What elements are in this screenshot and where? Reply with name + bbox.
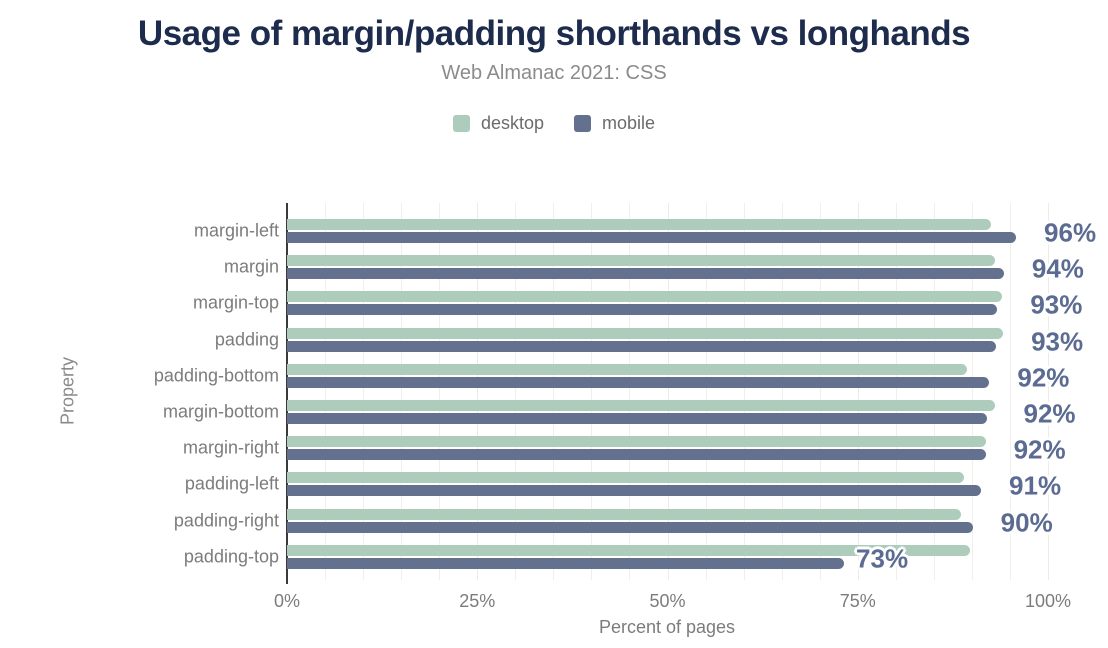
gridline xyxy=(895,203,897,580)
gridline xyxy=(781,203,783,580)
bar-desktop-margin-left xyxy=(287,219,991,230)
bar-desktop-margin-top xyxy=(287,291,1003,303)
bar-desktop-padding xyxy=(287,327,1004,339)
chart-legend: desktop mobile xyxy=(0,113,1108,134)
gridline xyxy=(401,203,403,580)
value-label-margin-left: 96% xyxy=(1044,217,1097,248)
bar-mobile-padding-bottom xyxy=(287,376,990,388)
value-label-margin-bottom: 92% xyxy=(1023,398,1076,429)
bar-desktop-padding-top xyxy=(287,544,971,556)
category-label-margin-bottom: margin-bottom xyxy=(162,401,279,422)
gridline xyxy=(743,203,745,580)
value-label-padding-bottom: 92% xyxy=(1017,362,1070,393)
desktop-legend-label: desktop xyxy=(480,113,544,133)
bar-mobile-margin-left xyxy=(287,232,1017,243)
bar-mobile-margin-top xyxy=(287,304,997,316)
category-label-margin-top: margin-top xyxy=(192,292,279,313)
category-label-padding-left: padding-left xyxy=(184,473,279,494)
chart-subtitle: Web Almanac 2021: CSS xyxy=(441,62,667,84)
gridline xyxy=(705,203,707,580)
mobile-legend-swatch-icon xyxy=(574,115,591,132)
mobile-legend-label: mobile xyxy=(602,113,656,133)
value-label-margin-right: 92% xyxy=(1013,434,1066,465)
bar-desktop-margin-bottom xyxy=(287,400,996,411)
category-label-padding-top: padding-top xyxy=(183,546,279,567)
x-axis-title: Percent of pages xyxy=(598,617,736,637)
bar-mobile-margin-bottom xyxy=(287,413,988,424)
chart-title: Usage of margin/padding shorthands vs lo… xyxy=(137,14,971,53)
legend-item-desktop: desktop xyxy=(452,113,544,134)
bar-desktop-padding-right xyxy=(287,508,962,520)
value-label-padding-right: 90% xyxy=(1000,507,1053,538)
x-tick-label-0%: 0% xyxy=(273,591,301,611)
x-tick-label-100%: 100% xyxy=(1024,591,1072,611)
bar-desktop-margin-right xyxy=(287,436,986,448)
gridline xyxy=(933,203,935,580)
gridline xyxy=(363,203,365,580)
legend-item-mobile: mobile xyxy=(574,113,655,134)
value-label-margin-top: 93% xyxy=(1030,289,1083,320)
gridline xyxy=(629,203,631,580)
category-label-padding-right: padding-right xyxy=(173,510,279,531)
gridline xyxy=(439,203,441,580)
bar-mobile-margin xyxy=(287,268,1004,280)
bar-desktop-padding-left xyxy=(287,472,964,484)
gridline xyxy=(515,203,517,580)
gridline xyxy=(667,203,669,580)
gridline xyxy=(1009,203,1011,580)
gridline xyxy=(857,203,859,580)
gridline xyxy=(819,203,821,580)
category-label-padding-bottom: padding-bottom xyxy=(153,365,279,386)
bar-desktop-margin xyxy=(287,255,995,267)
value-label-padding: 93% xyxy=(1031,326,1084,357)
bar-desktop-padding-bottom xyxy=(287,363,967,375)
desktop-legend-swatch-icon xyxy=(452,115,470,132)
category-label-margin-left: margin-left xyxy=(193,220,279,241)
value-label-padding-left: 91% xyxy=(1009,470,1062,501)
value-label-margin: 94% xyxy=(1031,253,1084,284)
x-tick-label-75%: 75% xyxy=(839,591,876,611)
category-label-margin-right: margin-right xyxy=(182,437,279,458)
bar-mobile-padding-left xyxy=(287,485,982,497)
gridline xyxy=(1048,203,1049,580)
gridline xyxy=(971,203,973,580)
bar-mobile-padding-right xyxy=(287,521,973,533)
y-axis-line xyxy=(286,203,288,584)
x-tick-label-50%: 50% xyxy=(649,591,686,611)
bar-mobile-margin-right xyxy=(287,449,986,461)
gridline xyxy=(591,203,593,580)
gridline xyxy=(325,203,327,580)
gridline xyxy=(553,203,555,580)
category-label-margin: margin xyxy=(223,256,279,277)
value-label-padding-top: 73% xyxy=(856,543,909,574)
bar-mobile-padding xyxy=(287,340,997,352)
gridline xyxy=(477,203,479,580)
category-label-padding: padding xyxy=(214,329,279,350)
x-tick-label-25%: 25% xyxy=(459,591,496,611)
bar-mobile-padding-top xyxy=(287,557,845,569)
